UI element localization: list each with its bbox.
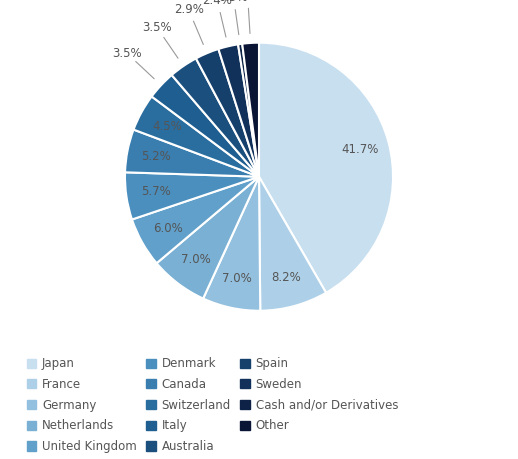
Text: 6.0%: 6.0% — [153, 222, 183, 235]
Text: 0.5%: 0.5% — [219, 0, 248, 4]
Text: 2.4%: 2.4% — [203, 0, 232, 7]
Wedge shape — [125, 172, 259, 219]
Text: 4.5%: 4.5% — [152, 120, 182, 133]
Wedge shape — [259, 43, 393, 293]
Text: 3.5%: 3.5% — [112, 47, 141, 60]
Wedge shape — [219, 45, 259, 177]
Wedge shape — [125, 129, 259, 177]
Text: 2.9%: 2.9% — [174, 4, 204, 17]
Text: 2.0%: 2.0% — [233, 0, 263, 3]
Text: 5.7%: 5.7% — [141, 185, 170, 198]
Wedge shape — [259, 177, 326, 311]
Wedge shape — [242, 43, 259, 177]
Wedge shape — [134, 96, 259, 177]
Text: 8.2%: 8.2% — [271, 271, 301, 284]
Wedge shape — [238, 44, 259, 177]
Wedge shape — [132, 177, 259, 263]
Text: 7.0%: 7.0% — [222, 273, 252, 285]
Text: 3.5%: 3.5% — [142, 21, 172, 34]
Text: 5.2%: 5.2% — [141, 150, 171, 163]
Wedge shape — [152, 75, 259, 177]
Text: 7.0%: 7.0% — [181, 253, 211, 267]
Wedge shape — [171, 58, 259, 177]
Text: 41.7%: 41.7% — [341, 143, 379, 156]
Wedge shape — [156, 177, 259, 298]
Legend: Japan, France, Germany, Netherlands, United Kingdom, Denmark, Canada, Switzerlan: Japan, France, Germany, Netherlands, Uni… — [26, 358, 398, 453]
Wedge shape — [203, 177, 260, 311]
Wedge shape — [196, 49, 259, 177]
